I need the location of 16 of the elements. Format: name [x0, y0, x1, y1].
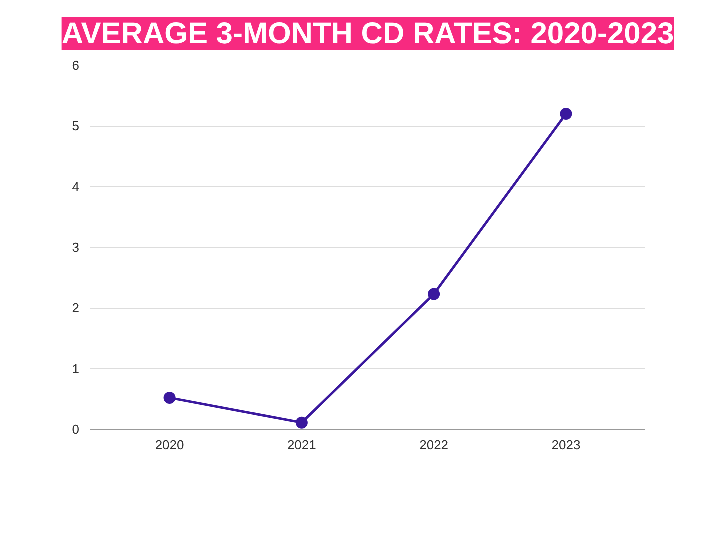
point: [428, 288, 440, 300]
x-tick-label: 2023: [552, 438, 581, 452]
y-tick-label: 4: [72, 179, 80, 194]
point: [560, 108, 572, 120]
y-tick-label: 2: [72, 300, 80, 316]
chart-title: AVERAGE 3-MONTH CD RATES: 2020-2023: [62, 18, 674, 50]
point: [164, 392, 176, 404]
y-tick-label: 6: [72, 58, 80, 73]
y-tick-label: 3: [72, 240, 80, 255]
y-tick-label: 0: [72, 422, 80, 437]
point: [296, 416, 308, 429]
x-tick-label: 2021: [287, 438, 316, 452]
x-tick-label: 2022: [420, 438, 449, 452]
y-tick-label: 5: [72, 118, 80, 134]
y-tick-label: 1: [72, 361, 80, 376]
x-tick-label: 2020: [155, 438, 184, 452]
